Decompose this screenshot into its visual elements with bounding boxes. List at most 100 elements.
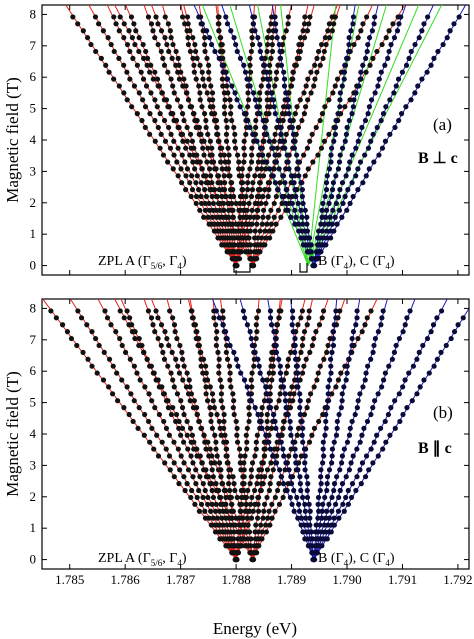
fit-line-red-0-1 (88, 5, 237, 266)
data-point (302, 207, 308, 213)
data-point (234, 432, 240, 438)
x-tick-label: 1.790 (332, 572, 361, 587)
data-point (349, 335, 355, 342)
data-point (173, 48, 179, 55)
data-point (277, 55, 283, 61)
data-point (273, 159, 280, 165)
data-point (287, 418, 293, 425)
data-point (231, 481, 237, 487)
panel-a-zpl-a-label: ZPL A (Γ5/6, Γ4) (98, 254, 187, 271)
data-point (163, 425, 170, 431)
data-point (209, 487, 215, 494)
data-point (177, 342, 183, 349)
data-point (131, 398, 137, 404)
data-point (257, 97, 263, 103)
fit-line-blue-2-0 (211, 299, 315, 560)
fit-line-red-0-12 (235, 5, 315, 266)
data-point (240, 228, 246, 234)
data-point (184, 166, 191, 172)
data-point (166, 48, 172, 55)
data-point (248, 48, 254, 55)
data-point (330, 180, 336, 186)
data-point (387, 131, 393, 137)
data-point (356, 131, 363, 137)
data-point (201, 83, 207, 89)
fit-line-red-0-10 (235, 299, 306, 560)
data-point (161, 418, 167, 425)
data-point (189, 187, 196, 193)
data-point (78, 315, 85, 321)
data-point (131, 83, 138, 89)
data-point (252, 97, 258, 103)
data-point (129, 329, 135, 335)
data-point (291, 391, 297, 397)
data-point (363, 55, 369, 61)
fit-line-blue-2-5 (313, 5, 379, 266)
data-point (192, 166, 198, 172)
data-point (328, 159, 334, 165)
data-point (277, 124, 283, 131)
data-point (272, 180, 278, 186)
data-point (326, 35, 333, 41)
data-point (333, 308, 339, 314)
data-point (368, 446, 374, 452)
data-point (274, 322, 281, 328)
data-point (229, 83, 235, 89)
data-point (256, 418, 263, 425)
data-point (236, 173, 242, 179)
data-point (371, 342, 377, 349)
data-point (247, 83, 253, 89)
data-point (105, 384, 112, 390)
data-point (269, 425, 275, 431)
data-point (218, 159, 224, 165)
data-point (350, 14, 357, 20)
data-point (244, 228, 250, 234)
data-point (258, 474, 264, 480)
data-point (100, 377, 107, 383)
data-point (336, 411, 342, 418)
data-point (410, 363, 417, 369)
data-point (268, 207, 274, 213)
data-point (136, 90, 142, 96)
data-point (175, 69, 181, 75)
data-point (404, 405, 410, 411)
y-tick-label: 6 (30, 363, 37, 378)
data-point (204, 398, 211, 404)
data-point (325, 28, 331, 34)
data-point (238, 467, 244, 473)
data-point (241, 481, 247, 487)
data-point (281, 35, 287, 41)
data-point (161, 117, 168, 124)
data-point (374, 432, 380, 438)
data-point (240, 474, 246, 480)
data-point (339, 398, 345, 404)
data-point (451, 329, 458, 335)
data-point (209, 391, 216, 397)
data-point (329, 453, 335, 459)
data-point (117, 14, 123, 20)
data-point (224, 124, 230, 131)
data-point (128, 14, 135, 20)
data-point (255, 501, 261, 507)
data-point (280, 173, 286, 179)
data-point (304, 474, 310, 480)
data-point (270, 145, 276, 151)
data-point (254, 200, 261, 207)
data-point (121, 21, 127, 27)
data-point (179, 405, 186, 411)
data-point (288, 173, 295, 179)
data-point (252, 228, 258, 234)
data-point (212, 166, 218, 172)
data-point (283, 200, 289, 207)
data-point (360, 384, 366, 390)
data-point (193, 481, 199, 487)
data-point (273, 425, 279, 431)
data-point (406, 55, 412, 61)
data-point (140, 97, 146, 103)
data-point (190, 55, 196, 61)
data-point (330, 335, 336, 342)
data-point (241, 536, 247, 542)
data-point (165, 398, 171, 404)
data-point (328, 235, 334, 241)
data-point (325, 391, 331, 397)
